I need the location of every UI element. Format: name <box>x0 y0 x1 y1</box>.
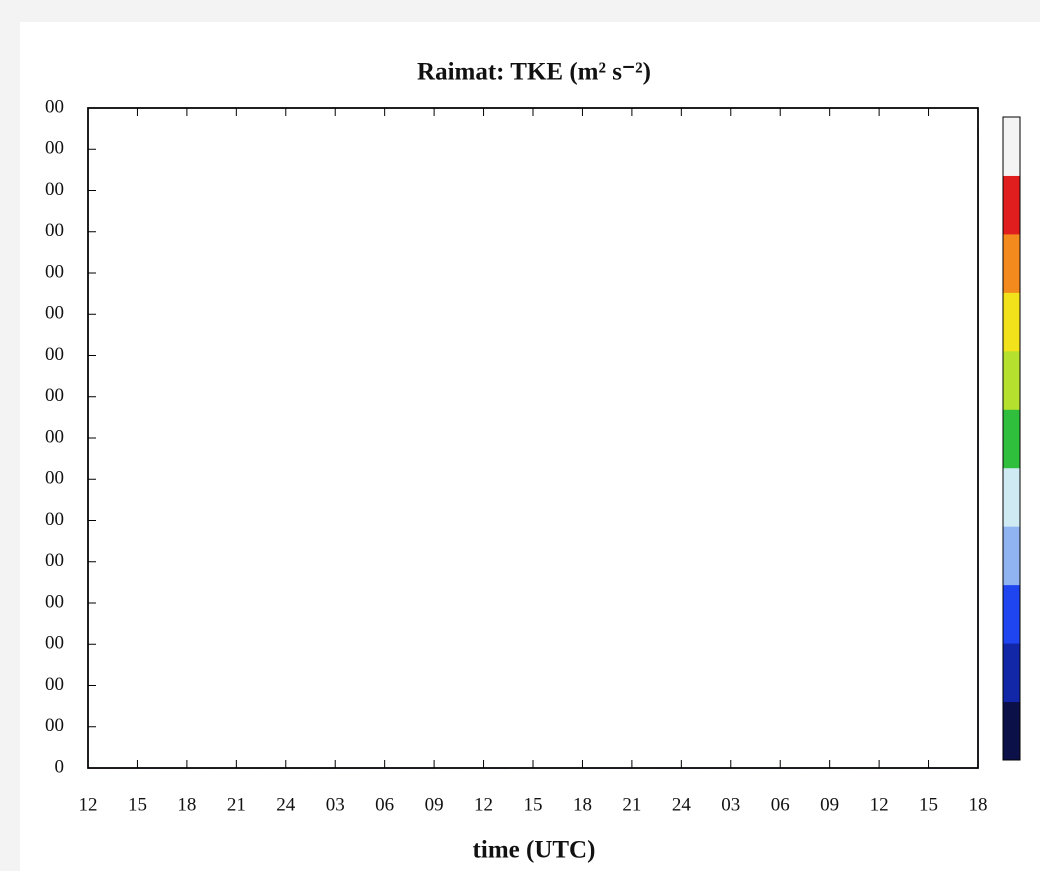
x-tick-label: 18 <box>969 794 988 815</box>
colorbar-segment <box>1003 643 1020 703</box>
y-tick-label: 00 <box>45 220 64 241</box>
colorbar-frame <box>1002 116 1021 761</box>
y-tick-label: 00 <box>45 591 64 612</box>
y-tick-label: 00 <box>45 261 64 282</box>
colorbar-segment <box>1003 701 1020 761</box>
x-tick-label: 21 <box>622 794 641 815</box>
x-tick-label: 12 <box>79 794 98 815</box>
x-tick-label: 12 <box>870 794 889 815</box>
y-tick-label: 00 <box>45 303 64 324</box>
x-tick-label: 09 <box>425 794 444 815</box>
x-tick-label: 09 <box>820 794 839 815</box>
y-tick-label: 00 <box>45 179 64 200</box>
y-tick-label: 00 <box>45 96 64 117</box>
colorbar-segment <box>1003 175 1020 235</box>
y-tick-label: 00 <box>45 674 64 695</box>
x-tick-label: 15 <box>524 794 543 815</box>
y-tick-label: 0 <box>55 756 65 777</box>
colorbar-segment <box>1003 467 1020 527</box>
plot-area <box>87 107 979 769</box>
colorbar-segment <box>1003 117 1020 176</box>
x-tick-label: 18 <box>573 794 592 815</box>
y-tick-label: 00 <box>45 633 64 654</box>
x-tick-label: 03 <box>326 794 345 815</box>
x-tick-label: 06 <box>771 794 790 815</box>
colorbar-segment <box>1003 409 1020 469</box>
colorbar-segment <box>1003 292 1020 352</box>
y-tick-label: 00 <box>45 344 64 365</box>
x-tick-label: 03 <box>721 794 740 815</box>
colorbar-segment <box>1003 350 1020 410</box>
y-tick-label: 00 <box>45 550 64 571</box>
x-tick-label: 21 <box>227 794 246 815</box>
chart-title: Raimat: TKE (m² s⁻²) <box>417 59 651 86</box>
x-tick-label: 24 <box>276 794 296 815</box>
x-tick-label: 15 <box>128 794 147 815</box>
colorbar-segment <box>1003 233 1020 293</box>
y-tick-label: 00 <box>45 509 64 530</box>
x-axis-label: time (UTC) <box>473 837 596 864</box>
x-tick-label: 06 <box>375 794 394 815</box>
y-tick-label: 00 <box>45 385 64 406</box>
x-tick-label: 18 <box>177 794 196 815</box>
y-tick-label: 00 <box>45 138 64 159</box>
x-tick-label: 12 <box>474 794 493 815</box>
colorbar-segment <box>1003 526 1020 586</box>
x-tick-label: 24 <box>672 794 692 815</box>
x-tick-label: 15 <box>919 794 938 815</box>
y-tick-label: 00 <box>45 715 64 736</box>
y-tick-label: 00 <box>45 426 64 447</box>
colorbar-segment <box>1003 584 1020 644</box>
y-tick-label: 00 <box>45 468 64 489</box>
plot-frame <box>87 107 979 769</box>
